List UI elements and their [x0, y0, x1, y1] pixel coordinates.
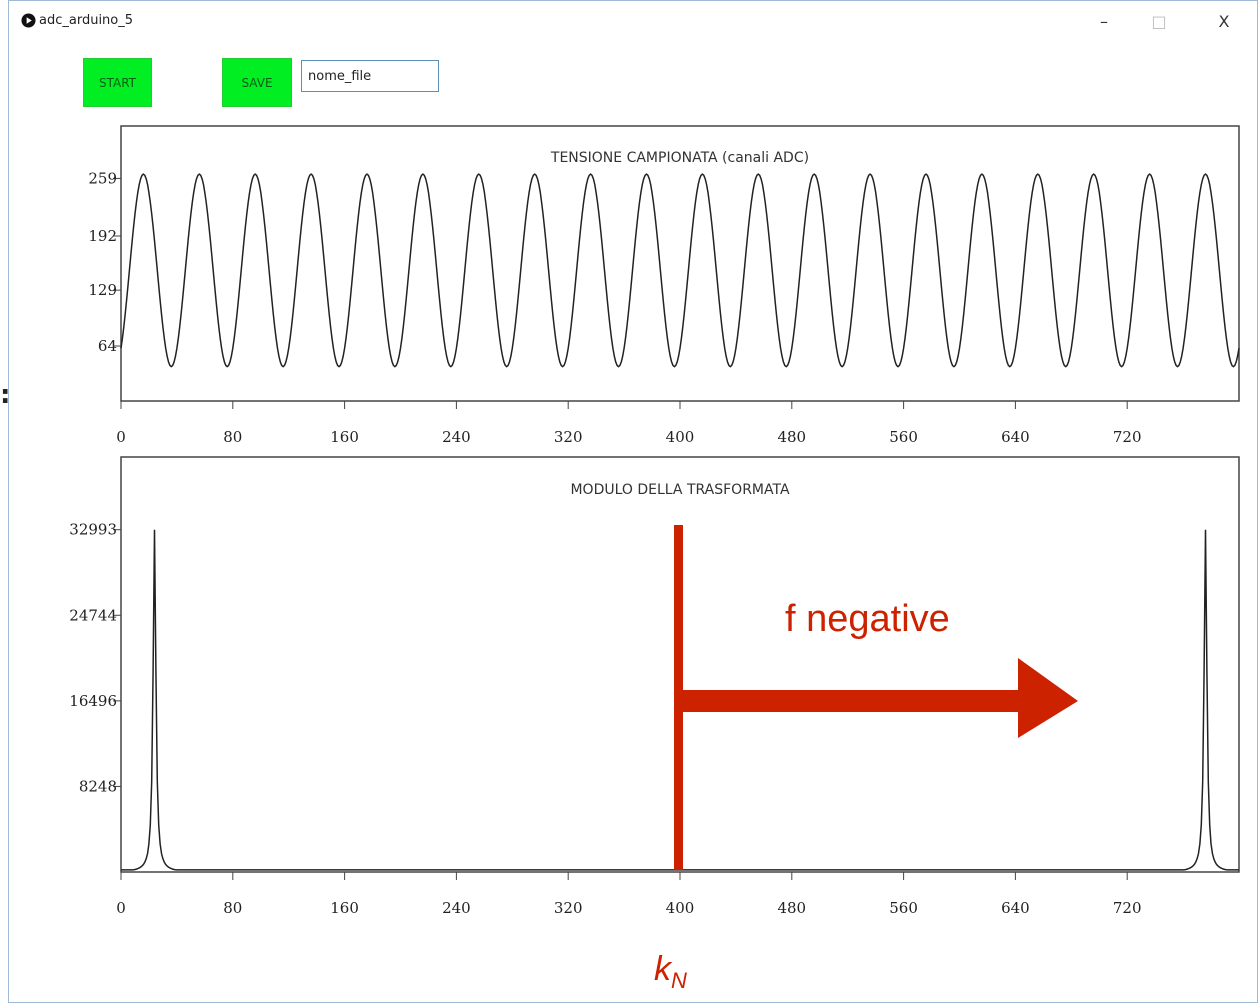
x-tick-label: 640: [1001, 899, 1030, 917]
arrow-head-icon: [1018, 658, 1078, 738]
y-tick-label: 192: [88, 227, 117, 245]
f-negative-label: f negative: [785, 598, 950, 640]
y-tick-label: 129: [88, 281, 117, 299]
x-tick-label: 240: [442, 428, 471, 446]
nyquist-marker-line: [674, 525, 683, 870]
y-axis: 64 129 192 259: [88, 169, 121, 355]
edge-colon-mark: :: [0, 380, 11, 410]
nyquist-annotation: [674, 525, 1078, 870]
title-bar[interactable]: adc_arduino_5 – □ X: [9, 1, 1257, 41]
chart-title: MODULO DELLA TRASFORMATA: [570, 482, 789, 498]
x-tick-label: 0: [116, 899, 126, 917]
x-tick-label: 720: [1113, 899, 1142, 917]
arrow-shaft: [680, 690, 1020, 712]
x-tick-label: 160: [330, 899, 359, 917]
y-tick-label: 24744: [69, 606, 117, 624]
y-tick-label: 16496: [69, 692, 117, 710]
kN-subscript: N: [671, 967, 687, 993]
filename-input[interactable]: [301, 60, 439, 92]
x-tick-label: 80: [223, 899, 242, 917]
x-tick-label: 400: [666, 899, 695, 917]
y-tick-label: 259: [88, 169, 117, 187]
x-tick-label: 720: [1113, 428, 1142, 446]
x-tick-label: 560: [889, 428, 918, 446]
minimize-button[interactable]: –: [1100, 12, 1108, 31]
save-button[interactable]: SAVE: [222, 58, 292, 107]
x-tick-label: 0: [116, 428, 126, 446]
y-tick-label: 64: [98, 337, 117, 355]
y-axis: 8248 16496 24744 32993: [69, 521, 121, 795]
fft-magnitude-chart: MODULO DELLA TRASFORMATA 8248 16496 24744 3…: [69, 456, 1240, 917]
x-tick-label: 480: [777, 899, 806, 917]
x-axis: 0 80 160 240 320 400 480 560 640 720: [116, 401, 1142, 446]
x-tick-label: 240: [442, 899, 471, 917]
x-tick-label: 400: [666, 428, 695, 446]
sampled-voltage-chart: TENSIONE CAMPIONATA (canali ADC) 64 129 19…: [88, 125, 1240, 446]
x-tick-label: 560: [889, 899, 918, 917]
x-tick-label: 640: [1001, 428, 1030, 446]
x-tick-label: 480: [777, 428, 806, 446]
x-tick-label: 160: [330, 428, 359, 446]
start-button[interactable]: START: [83, 58, 152, 107]
x-tick-label: 80: [223, 428, 242, 446]
chart-title: TENSIONE CAMPIONATA (canali ADC): [550, 150, 809, 166]
x-axis: 0 80 160 240 320 400 480 560 640 720: [116, 872, 1142, 917]
window-title: adc_arduino_5: [39, 13, 134, 28]
series-line: [120, 173, 1240, 368]
app-window: adc_arduino_5 – □ X START SAVE: [8, 0, 1258, 1003]
kN-label: kN: [654, 950, 687, 994]
y-tick-label: 32993: [69, 521, 117, 539]
chart-frame: [120, 125, 1240, 402]
app-play-icon: [21, 13, 36, 28]
kN-base: k: [654, 950, 671, 988]
x-tick-label: 320: [554, 428, 583, 446]
x-tick-label: 320: [554, 899, 583, 917]
maximize-button[interactable]: □: [1151, 12, 1167, 31]
close-button[interactable]: X: [1218, 12, 1230, 31]
y-tick-label: 8248: [79, 777, 117, 795]
